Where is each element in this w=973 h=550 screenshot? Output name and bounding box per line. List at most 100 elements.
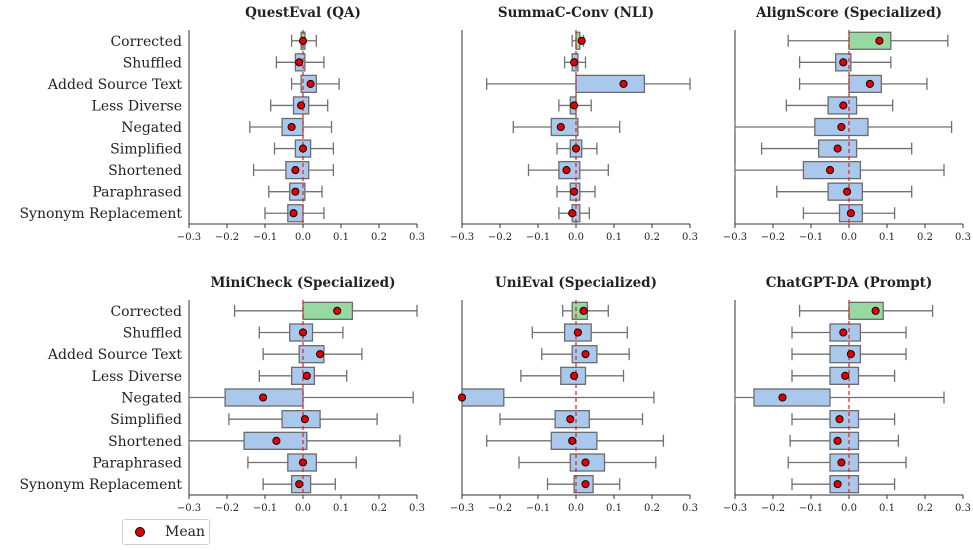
mean-marker — [287, 122, 296, 132]
x-tick-label: 0.3 — [409, 503, 425, 514]
mean-marker — [298, 328, 308, 337]
y-tick-label: Paraphrased — [92, 185, 182, 201]
y-tick-label: Less Diverse — [92, 369, 182, 385]
x-tick-label: −0.1 — [526, 232, 550, 243]
y-tick-label: Added Source Text — [47, 347, 182, 363]
mean-marker — [297, 101, 306, 110]
x-tick-label: −0.1 — [526, 503, 550, 514]
x-tick-label: −0.3 — [450, 232, 474, 243]
x-tick-label: −0.2 — [488, 232, 512, 243]
mean-marker — [579, 306, 588, 315]
x-tick-label: −0.2 — [761, 503, 785, 514]
mean-marker — [837, 458, 846, 467]
mean-marker — [875, 36, 884, 45]
x-tick-label: −0.1 — [799, 503, 823, 514]
mean-marker — [837, 122, 846, 132]
x-tick-label: 0.0 — [295, 503, 311, 514]
y-tick-label: Negated — [121, 391, 182, 407]
x-tick-label: 0.0 — [568, 503, 584, 514]
mean-marker — [291, 166, 300, 175]
mean-marker — [298, 144, 308, 153]
x-tick-label: 0.2 — [917, 503, 933, 514]
panel-title: AlignScore (Specialized) — [755, 5, 942, 21]
panel-title: ChatGPT-DA (Prompt) — [766, 275, 933, 291]
mean-marker — [568, 436, 577, 445]
iqr-box — [829, 475, 860, 494]
x-tick-label: 0.2 — [917, 232, 933, 243]
box-shortened — [734, 160, 945, 180]
x-tick-label: −0.2 — [215, 232, 239, 243]
x-tick-label: 0.1 — [606, 232, 622, 243]
y-tick-label: Simplified — [110, 142, 182, 158]
mean-marker — [833, 144, 842, 153]
box-added-source-text — [290, 74, 340, 94]
x-tick-label: 0.0 — [568, 232, 584, 243]
panel-title: QuestEval (QA) — [245, 5, 361, 21]
mean-marker — [298, 36, 308, 45]
mean-marker — [570, 58, 579, 67]
mean-marker — [833, 436, 842, 445]
y-tick-label: Less Diverse — [92, 98, 182, 114]
mean-marker — [573, 328, 582, 337]
iqr-box — [829, 410, 860, 429]
box-paraphrased — [787, 453, 907, 472]
x-tick-label: −0.1 — [253, 503, 277, 514]
mean-marker — [825, 166, 835, 175]
box-paraphrased — [776, 182, 913, 201]
iqr-box — [461, 388, 505, 407]
box-added-source-text — [262, 345, 363, 364]
mean-marker — [289, 209, 298, 218]
panel-title: SummaC-Conv (NLI) — [498, 5, 654, 21]
y-tick-label: Negated — [121, 120, 182, 136]
x-tick-label: 0.1 — [879, 232, 895, 243]
y-tick-label: Corrected — [110, 34, 182, 50]
x-tick-label: 0.2 — [371, 232, 387, 243]
iqr-box — [302, 301, 354, 320]
x-tick-label: 0.1 — [333, 232, 349, 243]
y-tick-label: Corrected — [110, 304, 182, 320]
y-tick-label: Shortened — [108, 434, 182, 450]
box-negated — [734, 388, 945, 407]
mean-marker — [581, 480, 590, 489]
x-tick-label: 0.1 — [606, 503, 622, 514]
panel-2: SummaC-Conv (NLI) −0.3 −0.2 −0.1 0.0 0.1 0.2 0.… — [450, 5, 698, 243]
x-tick-label: 0.2 — [371, 503, 387, 514]
y-tick-label: Shortened — [108, 163, 182, 179]
mean-marker — [835, 415, 844, 424]
legend-mean-marker — [135, 527, 145, 537]
mean-marker — [306, 79, 315, 88]
iqr-box — [575, 74, 646, 94]
mean-marker — [841, 371, 850, 380]
iqr-box — [848, 74, 882, 94]
y-tick-label: Paraphrased — [92, 456, 182, 472]
box-added-source-text — [791, 345, 907, 364]
mean-marker — [865, 79, 874, 88]
mean-marker — [619, 79, 628, 88]
x-tick-label: 0.2 — [644, 503, 660, 514]
x-tick-label: 0.1 — [333, 503, 349, 514]
y-tick-label: Shuffled — [123, 326, 182, 342]
x-tick-label: 0.2 — [644, 232, 660, 243]
iqr-box — [829, 431, 860, 450]
x-tick-label: −0.3 — [723, 232, 747, 243]
x-tick-label: 0.0 — [295, 232, 311, 243]
mean-marker — [833, 480, 842, 489]
box-negated — [512, 117, 621, 137]
x-tick-label: −0.2 — [215, 503, 239, 514]
box-synonym-replacement — [791, 475, 896, 494]
x-tick-label: −0.3 — [450, 503, 474, 514]
mean-marker — [300, 415, 309, 424]
box-simplified — [791, 410, 896, 429]
y-tick-label: Synonym Replacement — [19, 477, 182, 493]
mean-marker — [302, 371, 311, 380]
box-added-source-text — [486, 74, 691, 94]
mean-marker — [316, 350, 325, 359]
box-shortened — [789, 431, 900, 450]
box-negated — [461, 388, 655, 407]
mean-marker — [333, 306, 342, 315]
box-negated — [734, 117, 953, 137]
mean-marker — [566, 415, 575, 424]
mean-marker — [295, 58, 304, 67]
